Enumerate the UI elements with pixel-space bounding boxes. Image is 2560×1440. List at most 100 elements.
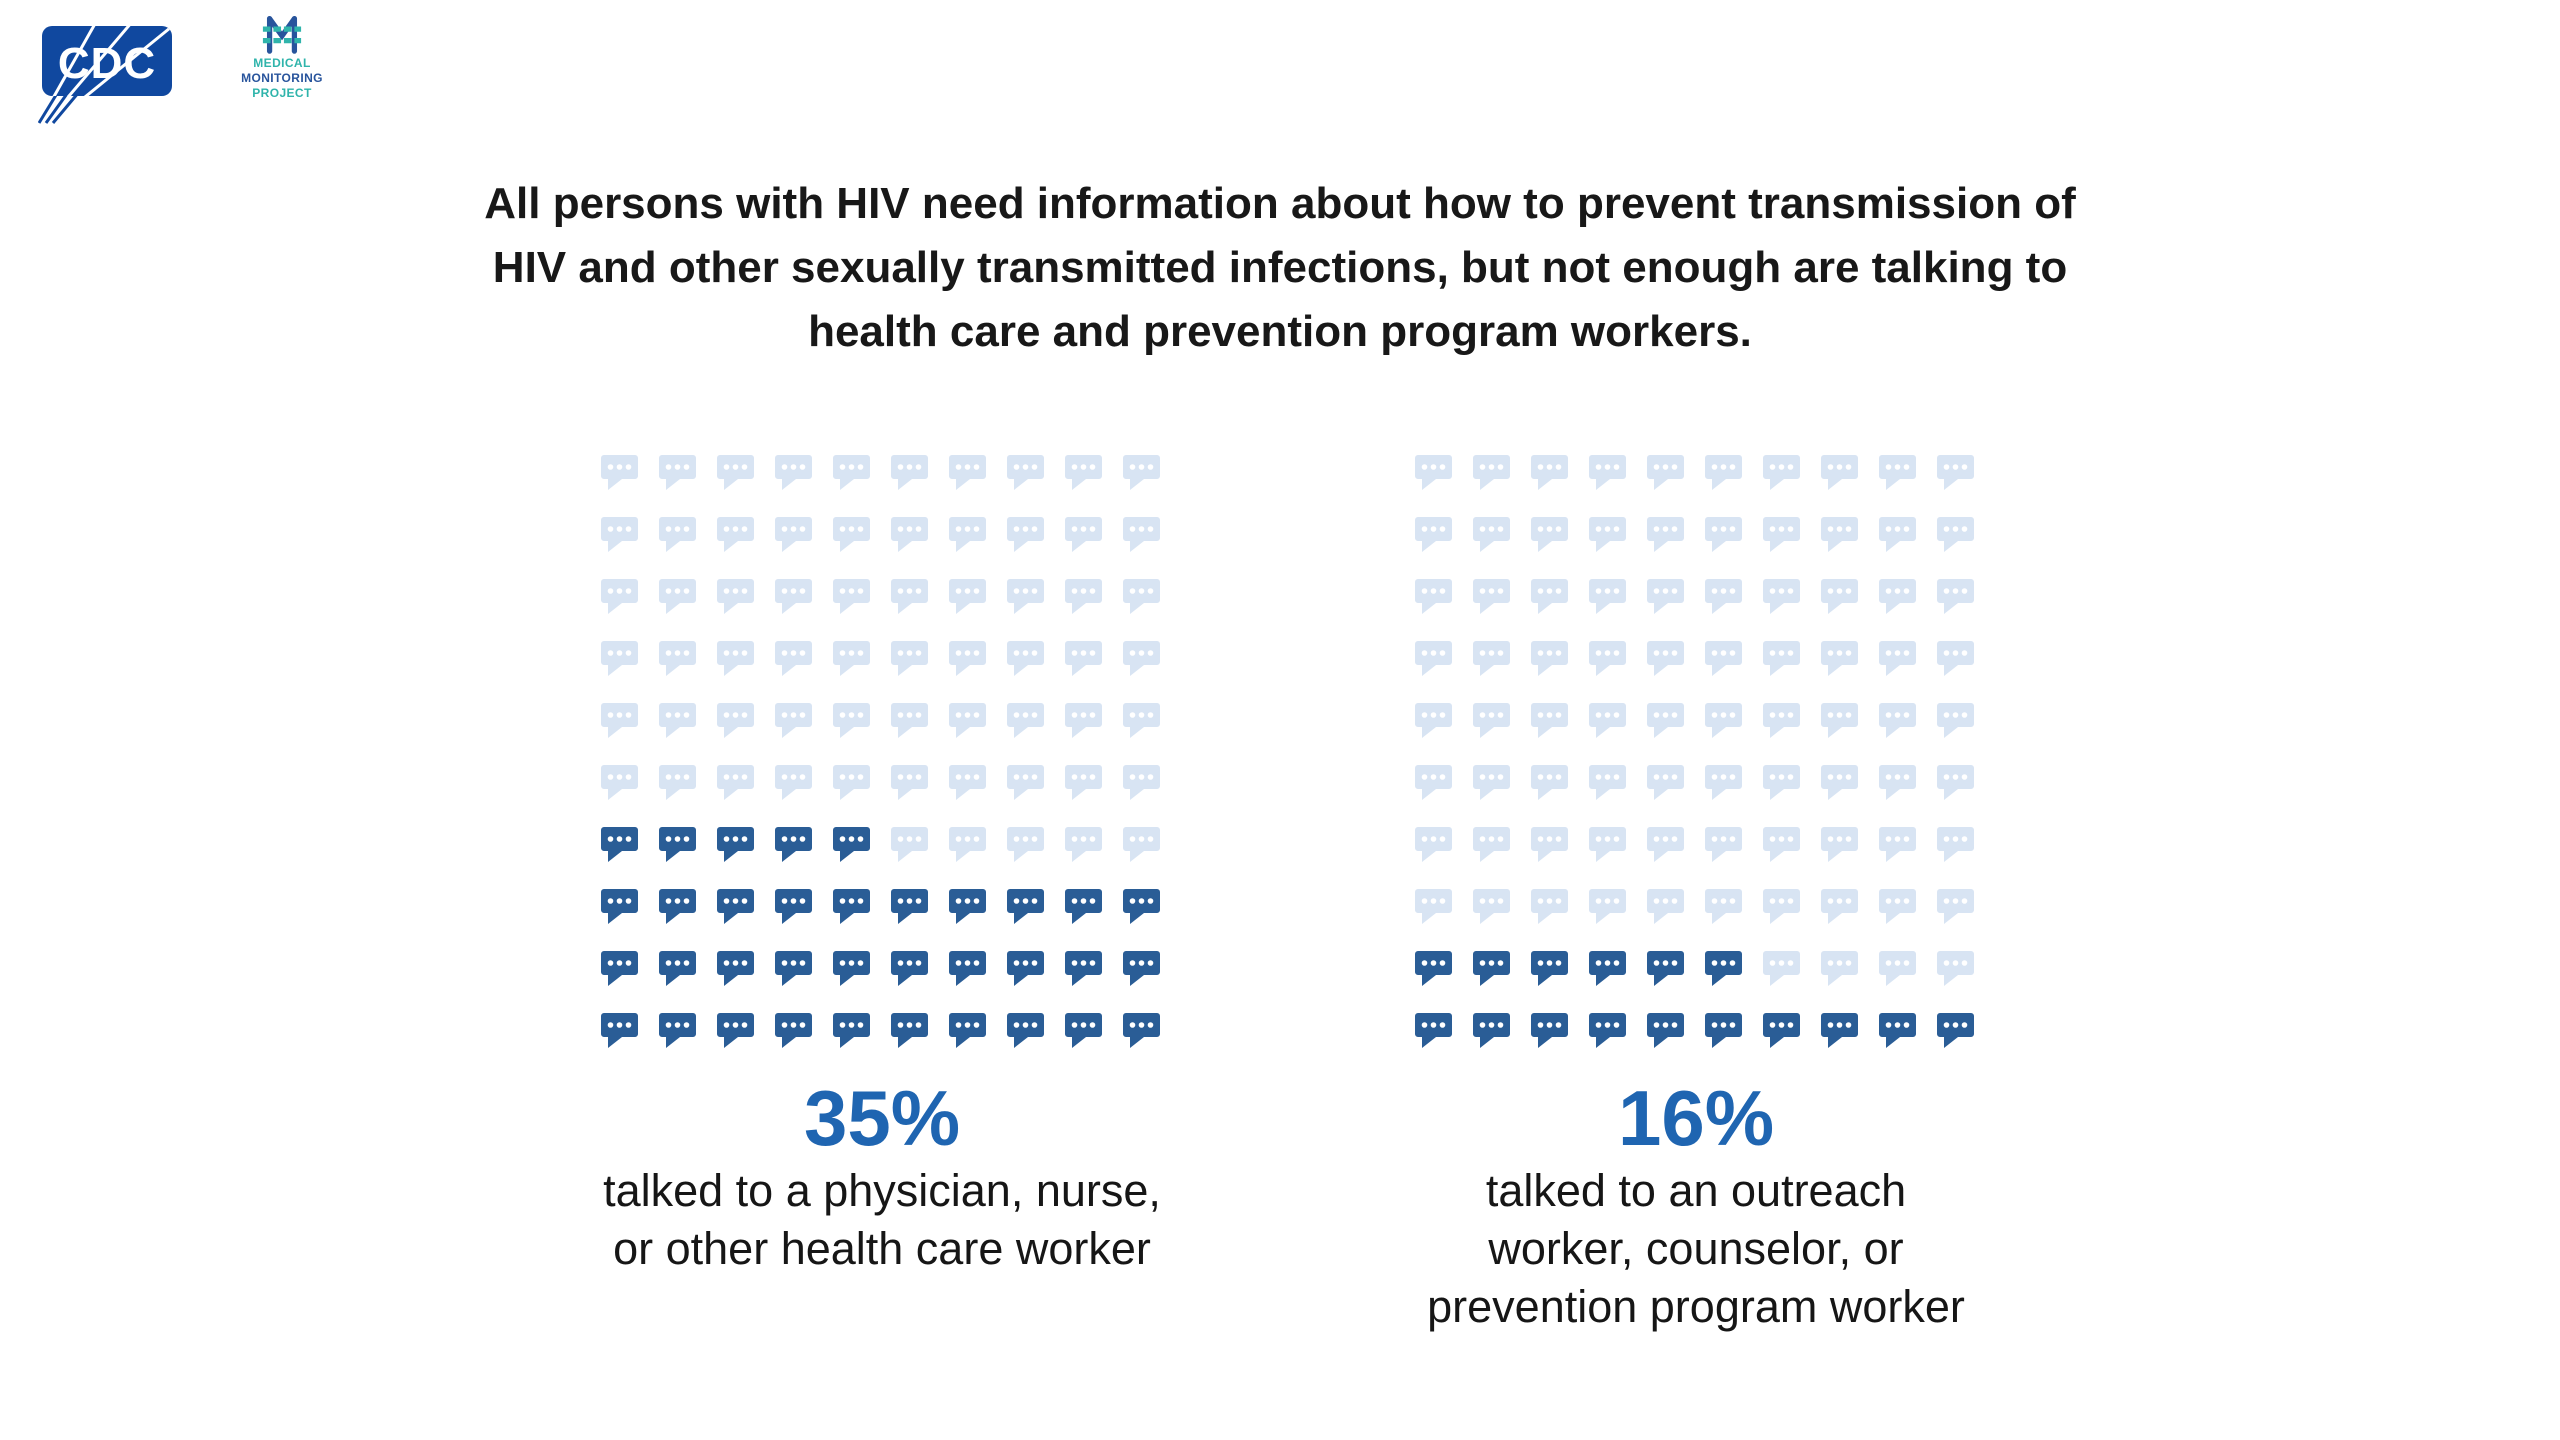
waffle-chart-health-care-worker: 35% talked to a physician, nurse, or othe…: [601, 455, 1163, 1278]
waffle-unit: [1065, 517, 1102, 552]
speech-bubble-icon: [717, 827, 754, 862]
waffle-unit: [1763, 889, 1800, 924]
waffle-unit: [1589, 827, 1626, 862]
waffle-unit: [1937, 1013, 1974, 1048]
waffle-unit: [1007, 765, 1044, 800]
waffle-unit: [1879, 951, 1916, 986]
waffle-unit: [833, 889, 870, 924]
waffle-unit: [601, 455, 638, 490]
waffle-unit: [1821, 455, 1858, 490]
waffle-unit: [1647, 517, 1684, 552]
speech-bubble-icon: [1589, 765, 1626, 800]
speech-bubble-icon: [1589, 827, 1626, 862]
speech-bubble-icon: [601, 455, 638, 490]
waffle-unit: [1763, 1013, 1800, 1048]
speech-bubble-icon: [1123, 517, 1160, 552]
waffle-unit: [1879, 889, 1916, 924]
speech-bubble-icon: [1531, 455, 1568, 490]
waffle-grid: [601, 455, 1163, 1048]
speech-bubble-icon: [659, 641, 696, 676]
charts-row: 35% talked to a physician, nurse, or othe…: [0, 455, 2560, 1355]
speech-bubble-icon: [1531, 641, 1568, 676]
waffle-unit: [775, 703, 812, 738]
speech-bubble-icon: [1705, 641, 1742, 676]
waffle-unit: [1589, 703, 1626, 738]
speech-bubble-icon: [1647, 951, 1684, 986]
speech-bubble-icon: [1647, 1013, 1684, 1048]
waffle-unit: [833, 517, 870, 552]
speech-bubble-icon: [659, 765, 696, 800]
speech-bubble-icon: [949, 889, 986, 924]
waffle-unit: [1473, 455, 1510, 490]
waffle-unit: [1879, 641, 1916, 676]
waffle-unit: [949, 1013, 986, 1048]
speech-bubble-icon: [1589, 703, 1626, 738]
page-title-line-2: HIV and other sexually transmitted infec…: [492, 243, 2068, 292]
speech-bubble-icon: [1879, 1013, 1916, 1048]
waffle-unit: [1763, 827, 1800, 862]
waffle-unit: [891, 579, 928, 614]
waffle-unit: [1473, 827, 1510, 862]
speech-bubble-icon: [1937, 579, 1974, 614]
speech-bubble-icon: [659, 579, 696, 614]
waffle-unit: [1473, 703, 1510, 738]
waffle-unit: [833, 641, 870, 676]
waffle-unit: [1415, 641, 1452, 676]
speech-bubble-icon: [1415, 517, 1452, 552]
waffle-unit: [1879, 703, 1916, 738]
speech-bubble-icon: [1531, 1013, 1568, 1048]
speech-bubble-icon: [775, 1013, 812, 1048]
waffle-unit: [1415, 455, 1452, 490]
speech-bubble-icon: [833, 765, 870, 800]
page-title: All persons with HIV need information ab…: [0, 172, 2560, 364]
waffle-unit: [1007, 1013, 1044, 1048]
waffle-unit: [1763, 703, 1800, 738]
waffle-unit: [601, 703, 638, 738]
waffle-unit: [1007, 641, 1044, 676]
waffle-unit: [1937, 517, 1974, 552]
speech-bubble-icon: [775, 765, 812, 800]
speech-bubble-icon: [833, 641, 870, 676]
caption-line: worker, counselor, or: [1488, 1223, 1904, 1274]
speech-bubble-icon: [1647, 889, 1684, 924]
waffle-unit: [1879, 517, 1916, 552]
waffle-unit: [775, 889, 812, 924]
speech-bubble-icon: [1937, 455, 1974, 490]
waffle-unit: [1589, 1013, 1626, 1048]
speech-bubble-icon: [1705, 517, 1742, 552]
waffle-unit: [659, 765, 696, 800]
speech-bubble-icon: [1531, 951, 1568, 986]
speech-bubble-icon: [1821, 703, 1858, 738]
waffle-unit: [659, 579, 696, 614]
speech-bubble-icon: [1647, 703, 1684, 738]
waffle-unit: [1589, 951, 1626, 986]
waffle-unit: [1415, 951, 1452, 986]
waffle-unit: [891, 703, 928, 738]
waffle-unit: [949, 889, 986, 924]
speech-bubble-icon: [949, 827, 986, 862]
speech-bubble-icon: [1821, 579, 1858, 614]
speech-bubble-icon: [891, 455, 928, 490]
speech-bubble-icon: [833, 517, 870, 552]
waffle-unit: [1065, 641, 1102, 676]
waffle-unit: [1123, 951, 1160, 986]
speech-bubble-icon: [717, 1013, 754, 1048]
mmp-logo-line-project: PROJECT: [252, 86, 312, 100]
caption-line: talked to a physician, nurse,: [603, 1165, 1161, 1216]
speech-bubble-icon: [1879, 579, 1916, 614]
waffle-unit: [1879, 827, 1916, 862]
waffle-unit: [1123, 889, 1160, 924]
speech-bubble-icon: [949, 455, 986, 490]
speech-bubble-icon: [717, 579, 754, 614]
waffle-unit: [1065, 703, 1102, 738]
speech-bubble-icon: [601, 889, 638, 924]
cdc-logo: CDC: [37, 24, 188, 124]
waffle-unit: [775, 827, 812, 862]
waffle-unit: [717, 641, 754, 676]
speech-bubble-icon: [1763, 517, 1800, 552]
speech-bubble-icon: [1705, 827, 1742, 862]
waffle-unit: [775, 1013, 812, 1048]
waffle-unit: [1123, 641, 1160, 676]
speech-bubble-icon: [1473, 455, 1510, 490]
waffle-unit: [1763, 641, 1800, 676]
